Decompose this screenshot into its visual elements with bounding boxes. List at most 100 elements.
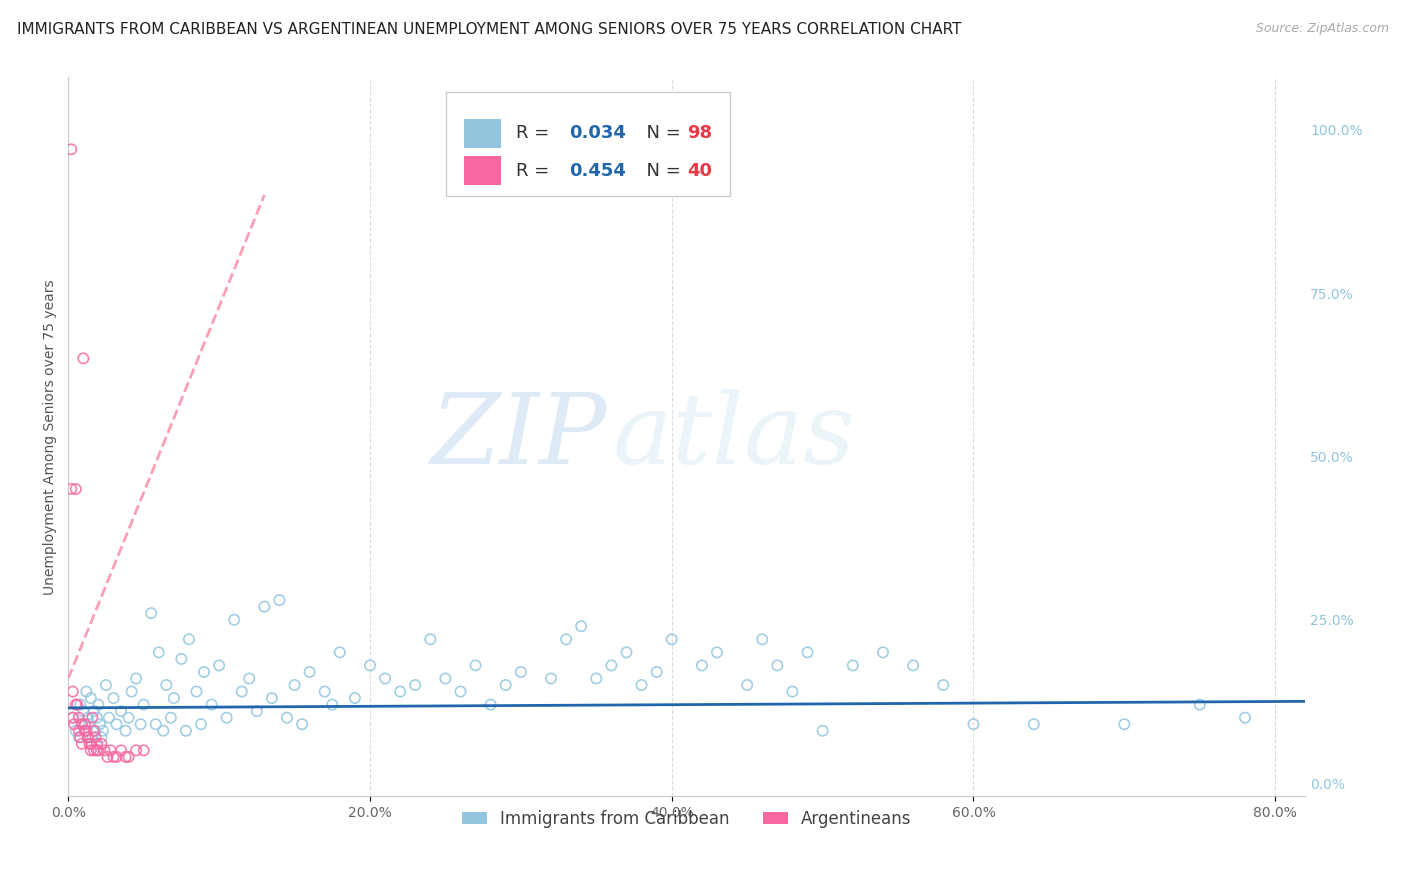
- Immigrants from Caribbean: [872, 645, 894, 659]
- Immigrants from Caribbean: [253, 599, 276, 614]
- Text: R =: R =: [516, 125, 555, 143]
- Immigrants from Caribbean: [276, 711, 298, 725]
- Argentineans: [93, 743, 115, 757]
- Argentineans: [70, 717, 93, 731]
- Immigrants from Caribbean: [1022, 717, 1045, 731]
- Argentineans: [65, 482, 87, 496]
- Immigrants from Caribbean: [86, 711, 108, 725]
- Immigrants from Caribbean: [224, 613, 246, 627]
- Argentineans: [132, 743, 155, 757]
- Argentineans: [60, 142, 83, 156]
- Immigrants from Caribbean: [87, 698, 110, 712]
- Argentineans: [76, 731, 98, 745]
- Argentineans: [75, 723, 97, 738]
- Immigrants from Caribbean: [690, 658, 713, 673]
- Immigrants from Caribbean: [359, 658, 381, 673]
- Argentineans: [103, 750, 125, 764]
- Immigrants from Caribbean: [901, 658, 924, 673]
- Text: atlas: atlas: [613, 389, 855, 484]
- Immigrants from Caribbean: [314, 684, 336, 698]
- Argentineans: [80, 743, 103, 757]
- Immigrants from Caribbean: [110, 704, 132, 718]
- Immigrants from Caribbean: [98, 711, 121, 725]
- Argentineans: [70, 737, 93, 751]
- Immigrants from Caribbean: [932, 678, 955, 692]
- Argentineans: [76, 731, 98, 745]
- Argentineans: [73, 717, 96, 731]
- Argentineans: [87, 743, 110, 757]
- Immigrants from Caribbean: [67, 731, 90, 745]
- Immigrants from Caribbean: [89, 717, 111, 731]
- Text: 98: 98: [686, 125, 711, 143]
- Immigrants from Caribbean: [141, 606, 163, 620]
- Immigrants from Caribbean: [105, 717, 128, 731]
- Argentineans: [83, 743, 105, 757]
- FancyBboxPatch shape: [464, 120, 501, 148]
- Immigrants from Caribbean: [509, 665, 531, 679]
- Immigrants from Caribbean: [79, 717, 101, 731]
- Immigrants from Caribbean: [114, 723, 136, 738]
- Argentineans: [67, 711, 90, 725]
- Immigrants from Caribbean: [246, 704, 269, 718]
- Text: 0.034: 0.034: [569, 125, 626, 143]
- Argentineans: [69, 731, 91, 745]
- Immigrants from Caribbean: [630, 678, 652, 692]
- Immigrants from Caribbean: [163, 691, 186, 706]
- Argentineans: [90, 737, 112, 751]
- Immigrants from Caribbean: [193, 665, 215, 679]
- Immigrants from Caribbean: [70, 717, 93, 731]
- Argentineans: [65, 698, 87, 712]
- Immigrants from Caribbean: [569, 619, 592, 633]
- Immigrants from Caribbean: [343, 691, 366, 706]
- Immigrants from Caribbean: [645, 665, 668, 679]
- Argentineans: [100, 743, 122, 757]
- Immigrants from Caribbean: [1234, 711, 1257, 725]
- Immigrants from Caribbean: [238, 672, 260, 686]
- Immigrants from Caribbean: [170, 652, 193, 666]
- Immigrants from Caribbean: [419, 632, 441, 647]
- Text: N =: N =: [636, 125, 686, 143]
- Immigrants from Caribbean: [72, 704, 94, 718]
- Argentineans: [79, 737, 101, 751]
- Immigrants from Caribbean: [811, 723, 834, 738]
- Immigrants from Caribbean: [75, 684, 97, 698]
- Immigrants from Caribbean: [200, 698, 222, 712]
- Immigrants from Caribbean: [450, 684, 472, 698]
- Immigrants from Caribbean: [842, 658, 865, 673]
- Immigrants from Caribbean: [298, 665, 321, 679]
- Argentineans: [114, 750, 136, 764]
- Text: R =: R =: [516, 161, 555, 180]
- Immigrants from Caribbean: [73, 723, 96, 738]
- Immigrants from Caribbean: [132, 698, 155, 712]
- Argentineans: [105, 750, 128, 764]
- Immigrants from Caribbean: [83, 704, 105, 718]
- Immigrants from Caribbean: [495, 678, 517, 692]
- Immigrants from Caribbean: [117, 711, 139, 725]
- Argentineans: [117, 750, 139, 764]
- Immigrants from Caribbean: [91, 723, 114, 738]
- Argentineans: [62, 684, 84, 698]
- Immigrants from Caribbean: [129, 717, 152, 731]
- Immigrants from Caribbean: [121, 684, 143, 698]
- Immigrants from Caribbean: [148, 645, 170, 659]
- Immigrants from Caribbean: [84, 723, 107, 738]
- Argentineans: [80, 737, 103, 751]
- Argentineans: [72, 351, 94, 366]
- Immigrants from Caribbean: [321, 698, 343, 712]
- Immigrants from Caribbean: [751, 632, 773, 647]
- Argentineans: [83, 723, 105, 738]
- Immigrants from Caribbean: [269, 593, 291, 607]
- Immigrants from Caribbean: [62, 711, 84, 725]
- Immigrants from Caribbean: [782, 684, 804, 698]
- Immigrants from Caribbean: [555, 632, 578, 647]
- Text: Source: ZipAtlas.com: Source: ZipAtlas.com: [1256, 22, 1389, 36]
- Immigrants from Caribbean: [82, 731, 104, 745]
- Argentineans: [125, 743, 148, 757]
- Immigrants from Caribbean: [65, 723, 87, 738]
- Immigrants from Caribbean: [190, 717, 212, 731]
- Argentineans: [66, 698, 89, 712]
- Text: 0.454: 0.454: [569, 161, 626, 180]
- Immigrants from Caribbean: [735, 678, 758, 692]
- Immigrants from Caribbean: [329, 645, 352, 659]
- Immigrants from Caribbean: [80, 691, 103, 706]
